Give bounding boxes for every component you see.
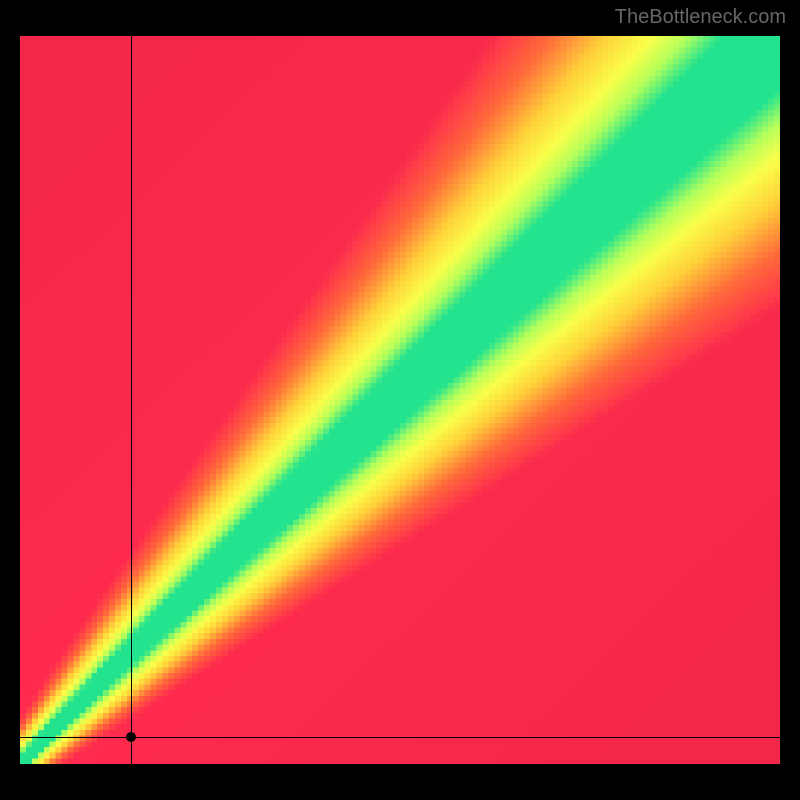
bottleneck-heatmap [20,36,780,764]
heatmap-plot-area [20,36,780,764]
crosshair-vertical [131,36,132,764]
watermark-text: TheBottleneck.com [615,6,786,29]
marker-point [126,732,136,742]
